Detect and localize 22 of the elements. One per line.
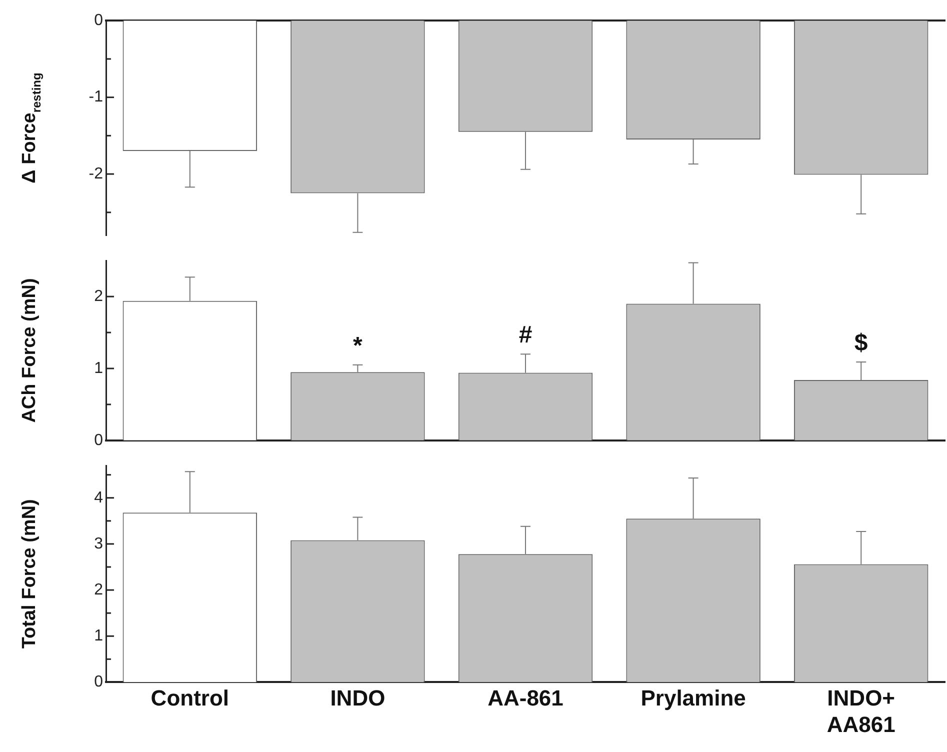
annotation: $ xyxy=(854,330,868,357)
y-tick-label: 0 xyxy=(94,432,104,449)
y-tick-label: 2 xyxy=(94,288,104,305)
x-tick-label: INDO xyxy=(330,685,386,710)
annotation: * xyxy=(353,332,364,360)
y-tick-label: -1 xyxy=(88,88,104,106)
y-axis-title: Total Force (mN) xyxy=(19,499,40,649)
x-tick-label: Control xyxy=(150,685,229,710)
y-tick-label: 0 xyxy=(94,674,104,691)
x-tick-label: Prylamine xyxy=(640,685,746,710)
y-axis-title: ACh Force (mN) xyxy=(19,278,40,423)
y-tick-label: -2 xyxy=(88,165,104,182)
y-tick-label: 1 xyxy=(94,360,104,377)
y-tick-label: 0 xyxy=(94,12,104,30)
y-tick-label: 3 xyxy=(94,535,104,552)
x-tick-label: AA-861 xyxy=(488,685,564,710)
annotation: # xyxy=(518,322,532,349)
y-tick-label: 1 xyxy=(94,628,104,645)
x-tick-label: INDO+ AA861 xyxy=(826,685,896,737)
y-tick-label: 4 xyxy=(94,489,104,506)
y-tick-label: 2 xyxy=(94,581,104,598)
y-axis-title: Δ Forceresting xyxy=(19,72,44,184)
